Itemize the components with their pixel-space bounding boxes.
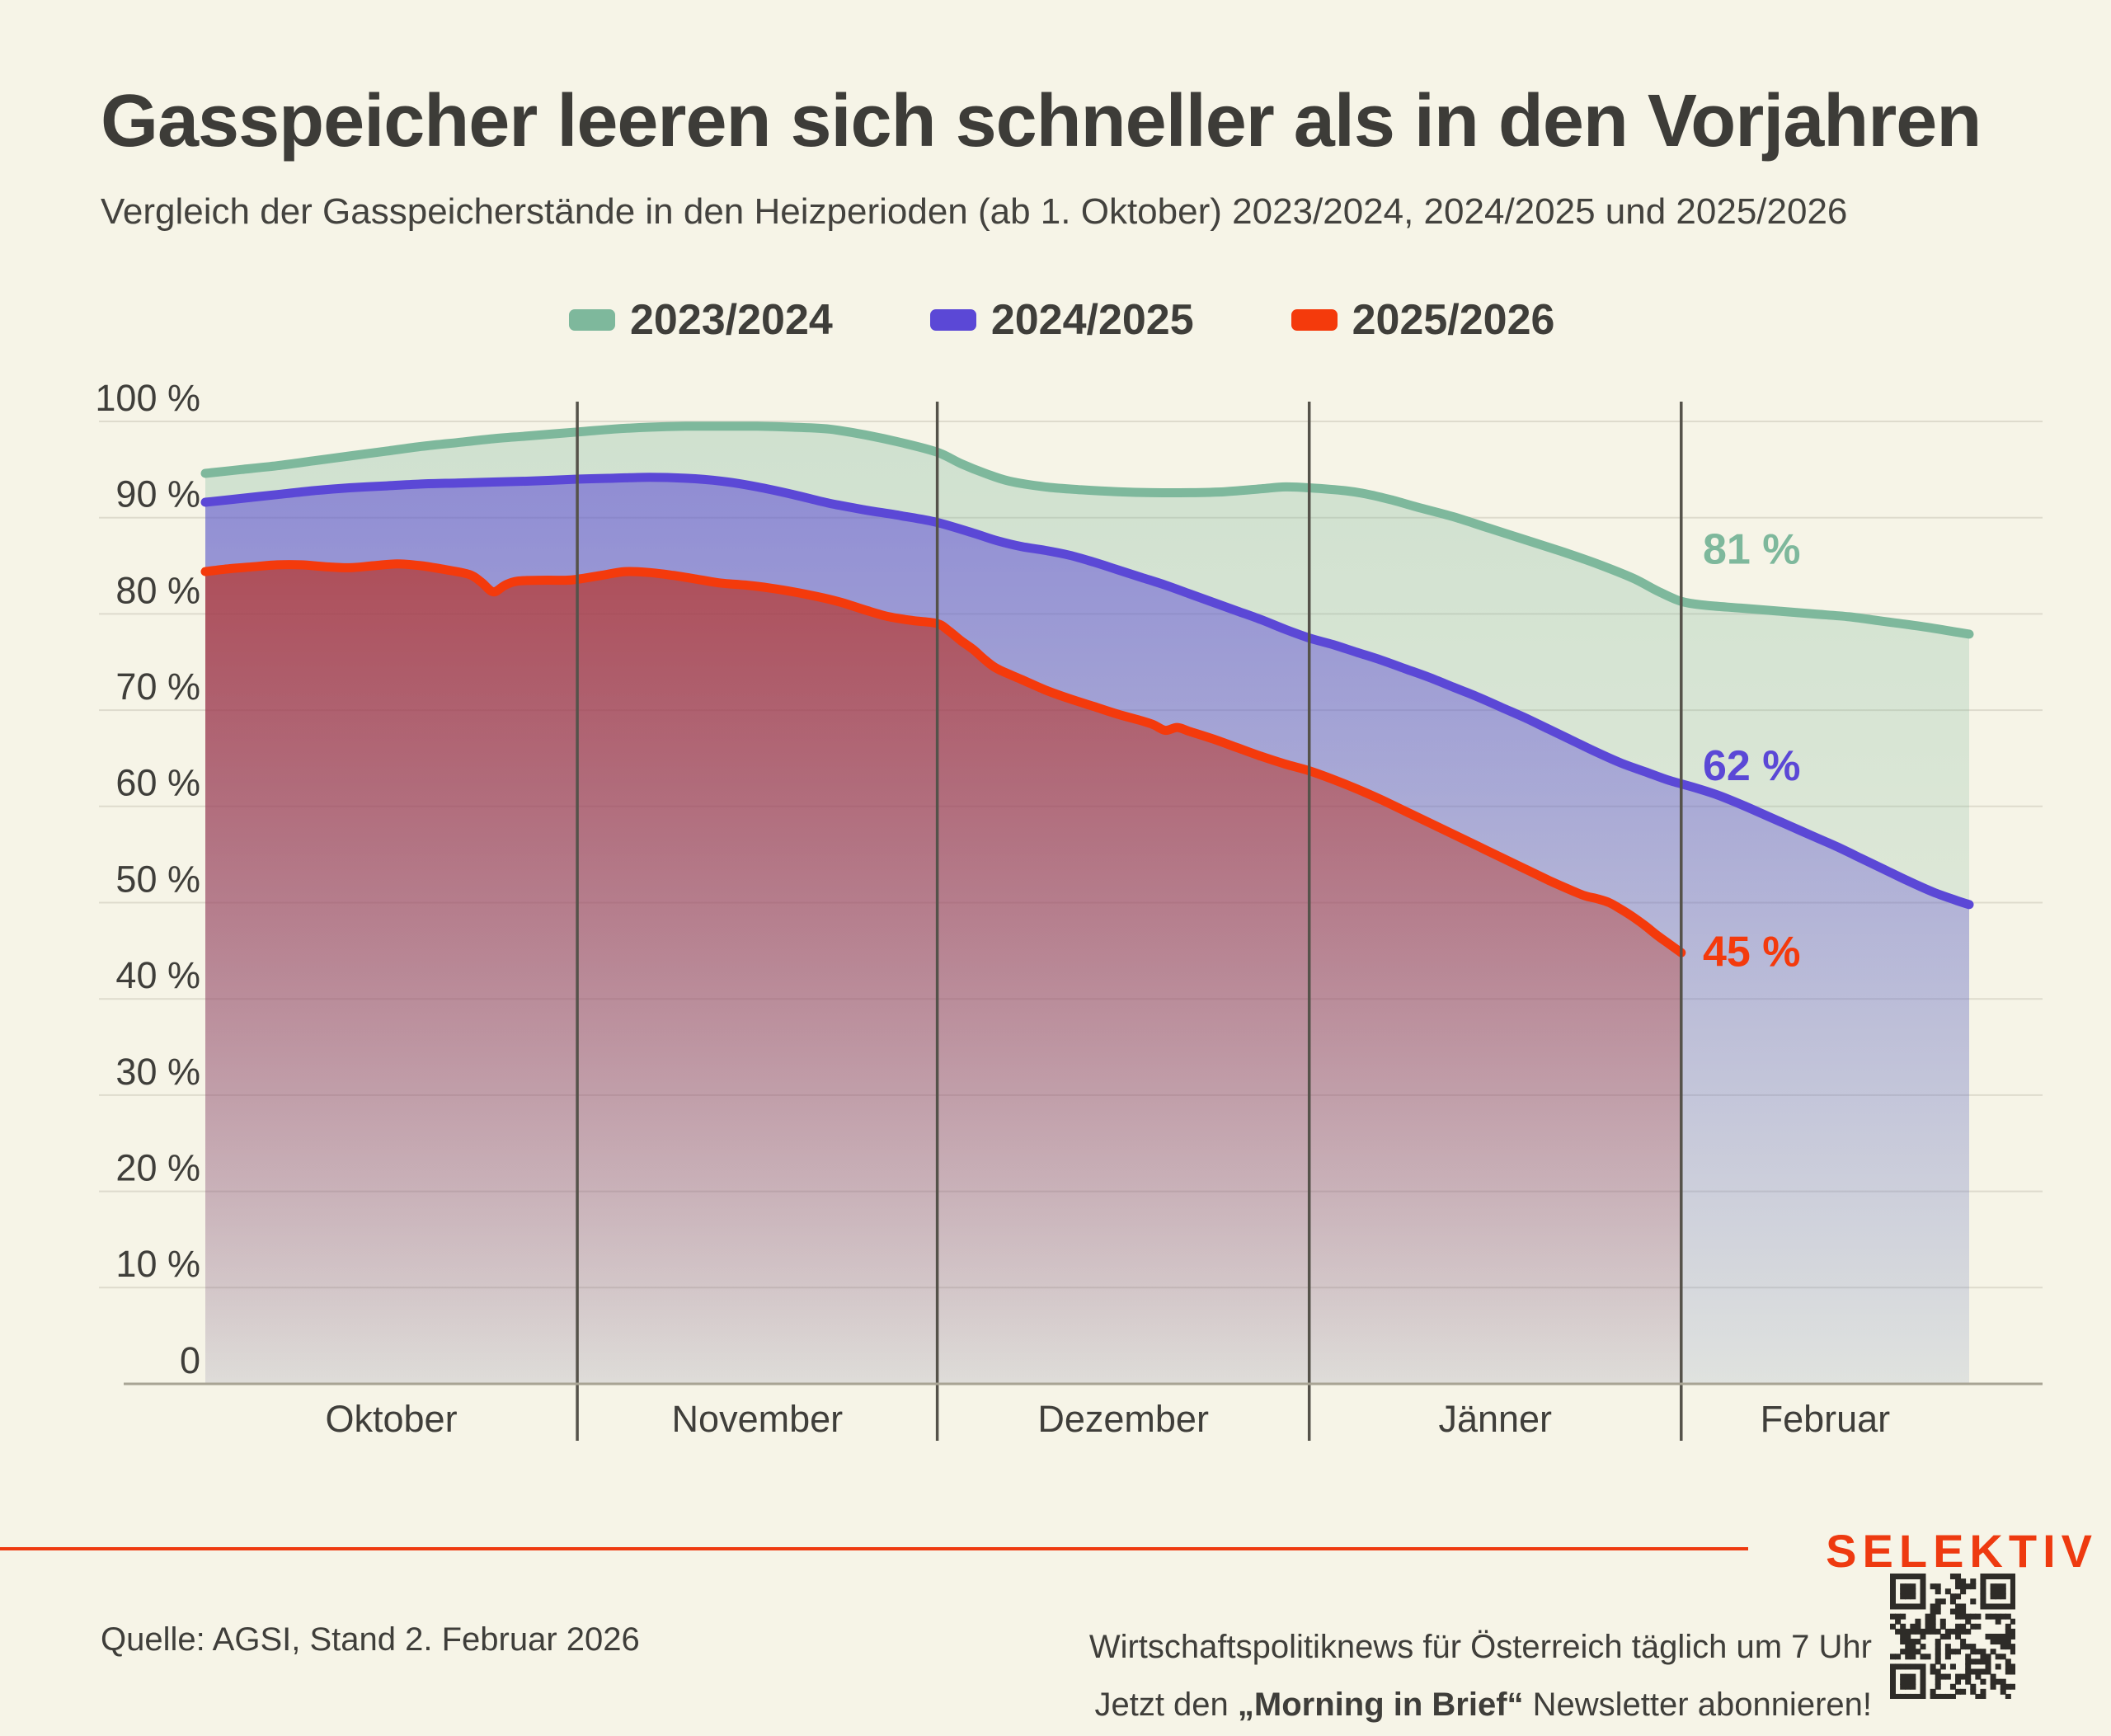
legend-swatch bbox=[1291, 309, 1338, 331]
line-2023-2024 bbox=[200, 421, 1974, 639]
legend-swatch bbox=[929, 309, 976, 331]
end-value-label: 81 % bbox=[1703, 525, 1801, 573]
month-label: Dezember bbox=[1037, 1398, 1209, 1440]
line-2025-2026 bbox=[200, 559, 1686, 957]
newsletter-note: Wirtschaftspolitiknews für Österreich tä… bbox=[1089, 1618, 1872, 1734]
end-value-labels: 81 % 62 % 45 % bbox=[1703, 525, 1801, 976]
month-label: Februar bbox=[1761, 1398, 1891, 1440]
legend-item-2023-2024: 2023/2024 bbox=[569, 295, 833, 345]
brand-wordmark: SELEKTIV bbox=[1826, 1525, 2098, 1577]
legend-item-2024-2025: 2024/2025 bbox=[929, 295, 1194, 345]
y-tick-label: 60 % bbox=[115, 762, 200, 804]
x-axis-month-labels: Oktober November Dezember Jänner Februar bbox=[326, 1398, 1891, 1440]
y-tick-label: 30 % bbox=[115, 1051, 200, 1093]
source-note: Quelle: AGSI, Stand 2. Februar 2026 bbox=[101, 1621, 640, 1658]
y-tick-label: 20 % bbox=[115, 1146, 200, 1188]
month-label: Oktober bbox=[326, 1398, 458, 1440]
newsletter-line1: Wirtschaftspolitiknews für Österreich tä… bbox=[1088, 1629, 1872, 1665]
page-subtitle: Vergleich der Gasspeicherstände in den H… bbox=[101, 191, 1848, 232]
y-tick-label: 100 % bbox=[95, 377, 200, 419]
y-tick-label: 90 % bbox=[115, 473, 200, 515]
y-tick-label: 40 % bbox=[115, 954, 200, 996]
chart-legend: 2023/2024 2024/2025 2025/2026 bbox=[569, 295, 1554, 345]
area-2025-2026 bbox=[205, 563, 1681, 1384]
newsletter-line2: Jetzt den „Morning in Brief“ Newsletter … bbox=[1094, 1687, 1872, 1723]
month-dividers bbox=[576, 402, 1683, 1441]
y-tick-label: 0 bbox=[180, 1339, 200, 1381]
y-tick-label: 80 % bbox=[115, 569, 200, 611]
legend-label: 2023/2024 bbox=[630, 296, 833, 344]
line-2024-2025 bbox=[200, 473, 1974, 910]
y-tick-label: 10 % bbox=[115, 1243, 200, 1285]
y-tick-label: 50 % bbox=[115, 858, 200, 900]
y-tick-label: 70 % bbox=[115, 666, 200, 708]
end-value-label: 62 % bbox=[1703, 742, 1801, 790]
legend-item-2025-2026: 2025/2026 bbox=[1291, 295, 1555, 345]
y-axis-tick-labels: 0 10 % 20 % 30 % 40 % 50 % 60 % 70 % 80 % 90 % 100… bbox=[95, 377, 200, 1381]
legend-swatch bbox=[569, 309, 615, 331]
month-label: November bbox=[672, 1398, 844, 1440]
legend-label: 2024/2025 bbox=[990, 296, 1194, 344]
page-title: Gasspeicher leeren sich schneller als in… bbox=[101, 80, 1982, 162]
end-value-label: 45 % bbox=[1703, 928, 1801, 976]
legend-label: 2025/2026 bbox=[1352, 296, 1555, 344]
qr-code bbox=[1890, 1574, 2015, 1699]
month-label: Jänner bbox=[1438, 1398, 1552, 1440]
footer-divider-rule bbox=[0, 1547, 1748, 1550]
